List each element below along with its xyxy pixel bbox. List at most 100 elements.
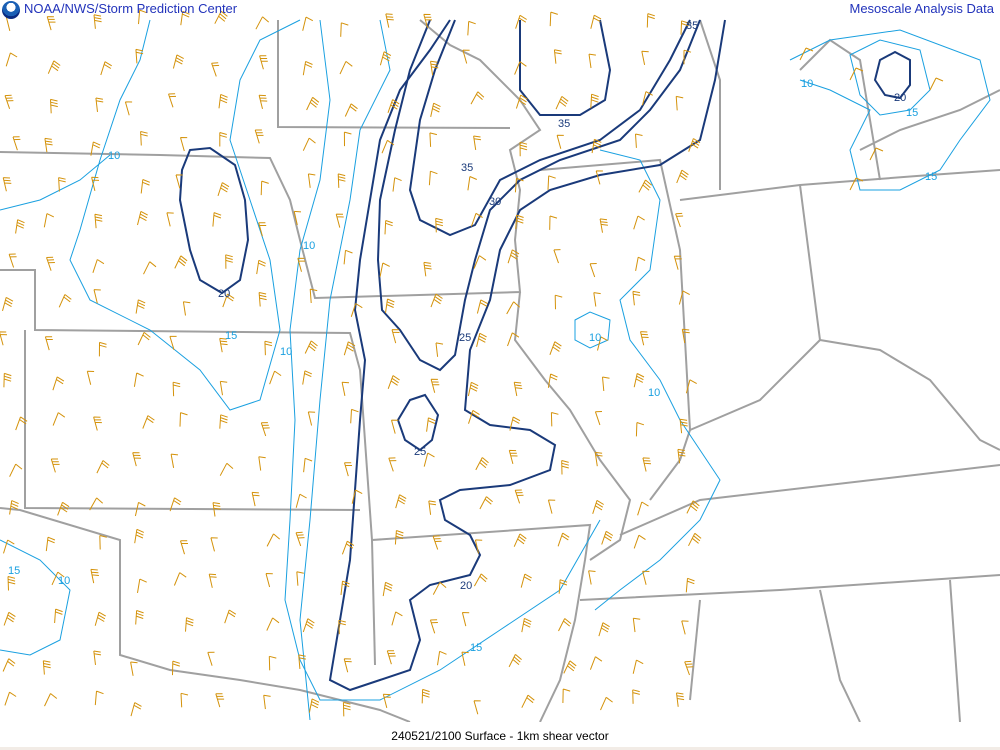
wind-barb bbox=[337, 173, 346, 188]
wind-barb bbox=[685, 577, 695, 593]
wind-barb bbox=[637, 501, 649, 516]
wind-barb bbox=[260, 422, 270, 437]
wind-barb bbox=[602, 376, 610, 392]
wind-barb bbox=[124, 101, 133, 116]
wind-barb bbox=[507, 332, 520, 347]
wind-barb bbox=[296, 571, 304, 586]
wind-barb bbox=[429, 132, 438, 147]
wind-barb bbox=[90, 141, 101, 156]
wind-barb bbox=[553, 249, 561, 264]
wind-barb bbox=[179, 412, 188, 427]
wind-barb bbox=[392, 177, 402, 192]
wind-barb bbox=[379, 262, 390, 277]
wind-barb bbox=[143, 261, 157, 275]
wind-barb bbox=[344, 103, 358, 117]
wind-barb bbox=[391, 329, 400, 344]
wind-barb bbox=[5, 16, 14, 32]
wind-barb bbox=[95, 97, 104, 112]
wind-barb bbox=[182, 301, 191, 316]
wind-barb bbox=[46, 256, 55, 271]
wind-barb bbox=[43, 213, 55, 228]
wind-barb bbox=[632, 617, 641, 633]
wind-barb bbox=[929, 77, 944, 91]
wind-barb bbox=[172, 660, 180, 676]
wind-barb bbox=[215, 693, 225, 708]
wind-barb bbox=[521, 694, 535, 708]
wind-barb bbox=[132, 452, 142, 467]
wind-barb bbox=[514, 489, 524, 504]
wind-barb bbox=[9, 500, 19, 515]
wind-barb bbox=[212, 212, 222, 227]
contour-label: 10 bbox=[280, 346, 292, 358]
wind-barb bbox=[9, 463, 23, 477]
wind-barb bbox=[135, 299, 146, 314]
wind-barb bbox=[8, 253, 17, 268]
wind-barb bbox=[52, 376, 65, 391]
wind-barb bbox=[686, 500, 700, 514]
wind-barb bbox=[676, 169, 689, 184]
wind-barb bbox=[461, 651, 469, 666]
wind-barb bbox=[598, 622, 610, 637]
wind-barb bbox=[130, 702, 142, 717]
wind-barb bbox=[592, 499, 604, 514]
wind-barb bbox=[475, 457, 489, 471]
wind-barb bbox=[384, 220, 393, 235]
wind-barb bbox=[94, 690, 104, 706]
wind-barb bbox=[96, 460, 110, 474]
wind-barb bbox=[50, 458, 60, 473]
wind-barb bbox=[302, 137, 316, 151]
wind-barb bbox=[142, 415, 155, 429]
wind-barb bbox=[298, 654, 306, 669]
wind-barb bbox=[140, 131, 148, 146]
wind-barb bbox=[341, 540, 355, 555]
wind-barb bbox=[214, 10, 228, 24]
wind-barb bbox=[307, 173, 316, 188]
wind-barb bbox=[175, 174, 183, 189]
wind-barb bbox=[432, 535, 442, 550]
wind-barb bbox=[519, 141, 528, 157]
wind-barb bbox=[635, 256, 646, 271]
wind-barb bbox=[3, 372, 12, 388]
wind-barb bbox=[86, 370, 95, 385]
wind-barb bbox=[295, 493, 307, 508]
wind-barb bbox=[641, 50, 649, 66]
contour-label: 15 bbox=[925, 171, 937, 183]
wind-barb bbox=[303, 457, 313, 473]
wind-barb bbox=[869, 147, 884, 161]
contour-label: 15 bbox=[225, 330, 237, 342]
shear-map: 35 35 35 30 25 25 20 20 20 10 10 15 10 1… bbox=[0, 9, 1000, 722]
wind-barb bbox=[588, 570, 596, 585]
wind-barb bbox=[169, 497, 182, 512]
wind-barb bbox=[554, 294, 563, 310]
wind-barb bbox=[93, 289, 101, 304]
wind-barb bbox=[589, 656, 603, 670]
wind-barb bbox=[137, 578, 147, 593]
wind-barb bbox=[57, 501, 70, 516]
wind-barb bbox=[52, 412, 66, 426]
wind-barb bbox=[172, 54, 184, 69]
wind-barb bbox=[387, 375, 400, 389]
wind-barb bbox=[476, 299, 488, 314]
wind-barb bbox=[351, 489, 363, 504]
wind-barb bbox=[394, 530, 404, 545]
wind-barb bbox=[515, 94, 528, 109]
wind-barb bbox=[513, 381, 523, 397]
wind-barb bbox=[680, 20, 689, 35]
wind-barb bbox=[590, 93, 599, 109]
wind-barb bbox=[435, 342, 444, 357]
wind-barb bbox=[304, 340, 318, 354]
wind-barb bbox=[44, 137, 53, 153]
wind-barb bbox=[591, 138, 602, 154]
wind-barb bbox=[437, 650, 447, 666]
contour-label: 30 bbox=[489, 196, 501, 208]
wind-barb bbox=[12, 136, 21, 151]
wind-barb bbox=[507, 249, 520, 264]
wind-barb bbox=[514, 61, 527, 75]
wind-barb bbox=[4, 94, 14, 109]
wind-barb bbox=[462, 49, 470, 64]
wind-barb bbox=[642, 91, 653, 106]
contour-label: 35 bbox=[461, 162, 473, 174]
wind-barb bbox=[547, 499, 556, 514]
wind-barb bbox=[388, 457, 397, 472]
wind-barb bbox=[169, 335, 177, 350]
